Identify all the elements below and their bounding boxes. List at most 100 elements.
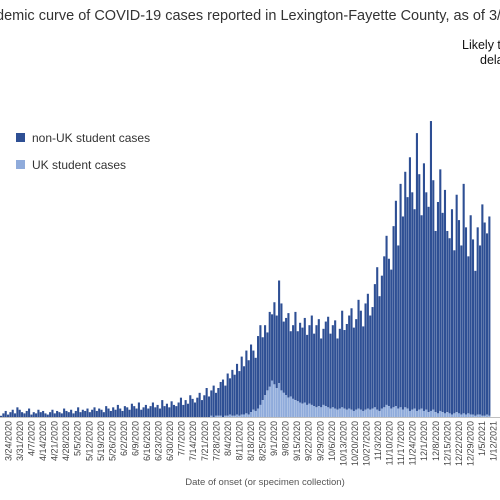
x-tick-label: 5/5/2020 bbox=[73, 421, 83, 456]
bar-uk bbox=[254, 410, 257, 417]
bar-non-uk bbox=[14, 413, 17, 417]
bar-non-uk bbox=[245, 350, 248, 414]
bar-non-uk bbox=[186, 403, 190, 417]
bar-non-uk bbox=[182, 404, 185, 417]
bar-non-uk bbox=[250, 344, 253, 413]
bar-non-uk bbox=[273, 302, 276, 385]
bar-non-uk bbox=[88, 412, 91, 417]
bar-uk bbox=[425, 409, 428, 417]
bar-non-uk bbox=[350, 308, 353, 410]
bar-uk bbox=[366, 408, 369, 417]
x-tick-label: 7/14/2020 bbox=[188, 421, 198, 461]
bar-non-uk bbox=[362, 326, 365, 411]
bar-uk bbox=[226, 415, 229, 417]
bar-uk bbox=[464, 414, 468, 417]
bar-non-uk bbox=[28, 408, 31, 417]
bar-non-uk bbox=[478, 245, 482, 415]
bar-non-uk bbox=[224, 385, 227, 416]
bar-non-uk bbox=[483, 222, 486, 416]
x-tick-label: 12/8/2020 bbox=[431, 421, 441, 461]
bar-non-uk bbox=[214, 392, 218, 416]
bar-non-uk bbox=[443, 189, 447, 414]
bar-non-uk bbox=[135, 408, 138, 417]
bar-non-uk bbox=[193, 402, 197, 417]
bar-non-uk bbox=[116, 404, 119, 417]
x-tick-label: 9/29/2020 bbox=[315, 421, 325, 461]
bar-uk bbox=[214, 415, 218, 417]
bar-uk bbox=[242, 414, 246, 417]
x-tick-label: 8/11/2020 bbox=[234, 421, 244, 460]
bar-non-uk bbox=[126, 407, 129, 417]
bar-non-uk bbox=[149, 406, 152, 417]
x-tick-label: 5/19/2020 bbox=[96, 421, 106, 461]
bar-uk bbox=[406, 408, 409, 417]
bar-non-uk bbox=[177, 402, 180, 417]
bar-uk bbox=[355, 409, 358, 417]
x-tick-label: 1/12/2021 bbox=[488, 421, 498, 461]
bar-non-uk bbox=[189, 395, 192, 417]
bar-non-uk bbox=[203, 395, 206, 417]
bar-uk bbox=[432, 409, 435, 417]
x-tick-label: 7/21/2020 bbox=[200, 421, 210, 461]
bar-non-uk bbox=[460, 245, 463, 415]
bar-non-uk bbox=[394, 200, 397, 407]
bar-non-uk bbox=[282, 321, 285, 393]
bar-uk bbox=[308, 403, 311, 417]
bar-non-uk bbox=[462, 183, 465, 414]
bar-uk bbox=[341, 407, 344, 417]
bar-non-uk bbox=[60, 413, 63, 417]
bar-non-uk bbox=[329, 333, 332, 409]
bar-non-uk bbox=[58, 412, 61, 417]
bar-non-uk bbox=[72, 413, 75, 417]
bar-non-uk bbox=[439, 169, 442, 411]
bar-non-uk bbox=[268, 311, 271, 387]
bar-non-uk bbox=[179, 397, 183, 417]
bar-non-uk bbox=[23, 413, 26, 417]
legend-label-non-uk: non-UK student cases bbox=[32, 131, 150, 145]
bar-non-uk bbox=[450, 209, 454, 415]
bar-non-uk bbox=[397, 245, 400, 409]
bar-uk bbox=[481, 415, 484, 417]
bar-uk bbox=[434, 412, 437, 417]
bar-uk bbox=[224, 415, 227, 417]
bar-uk bbox=[429, 410, 433, 417]
x-tick-label: 9/15/2020 bbox=[292, 421, 302, 461]
bar-uk bbox=[285, 395, 288, 417]
bar-uk bbox=[287, 397, 290, 417]
legend: non-UK student cases UK student cases bbox=[16, 131, 150, 172]
bar-non-uk bbox=[228, 378, 232, 415]
bar-non-uk bbox=[210, 390, 213, 416]
bar-uk bbox=[392, 407, 395, 417]
bar-non-uk bbox=[4, 410, 7, 417]
bar-uk bbox=[217, 415, 220, 417]
bar-uk bbox=[411, 409, 414, 417]
bar-non-uk bbox=[322, 328, 325, 405]
bar-non-uk bbox=[418, 174, 421, 410]
bar-non-uk bbox=[467, 256, 470, 414]
bar-non-uk bbox=[107, 408, 110, 417]
bar-non-uk bbox=[9, 412, 12, 417]
bar-uk bbox=[460, 414, 463, 417]
bar-non-uk bbox=[411, 192, 414, 410]
bar-non-uk bbox=[364, 303, 367, 410]
bar-uk bbox=[415, 410, 418, 417]
bar-uk bbox=[474, 415, 477, 417]
bar-non-uk bbox=[373, 284, 376, 408]
bar-non-uk bbox=[11, 409, 14, 417]
bar-non-uk bbox=[334, 320, 337, 409]
bar-non-uk bbox=[7, 414, 10, 417]
bar-non-uk bbox=[35, 413, 38, 417]
bar-non-uk bbox=[84, 410, 87, 417]
x-tick-label: 9/8/2020 bbox=[281, 421, 291, 456]
x-tick-label: 1/5/2021 bbox=[477, 421, 487, 456]
bar-uk bbox=[345, 409, 348, 417]
bar-uk bbox=[292, 398, 295, 417]
bar-non-uk bbox=[100, 409, 103, 417]
x-tick-label: 7/7/2020 bbox=[177, 421, 187, 456]
bar-uk bbox=[324, 406, 327, 417]
bar-non-uk bbox=[25, 410, 28, 417]
x-tick-label: 4/7/2020 bbox=[26, 421, 36, 456]
x-tick-label: 6/30/2020 bbox=[165, 421, 175, 461]
x-axis-label: Date of onset (or specimen collection) bbox=[185, 477, 344, 488]
bar-uk bbox=[397, 408, 400, 417]
